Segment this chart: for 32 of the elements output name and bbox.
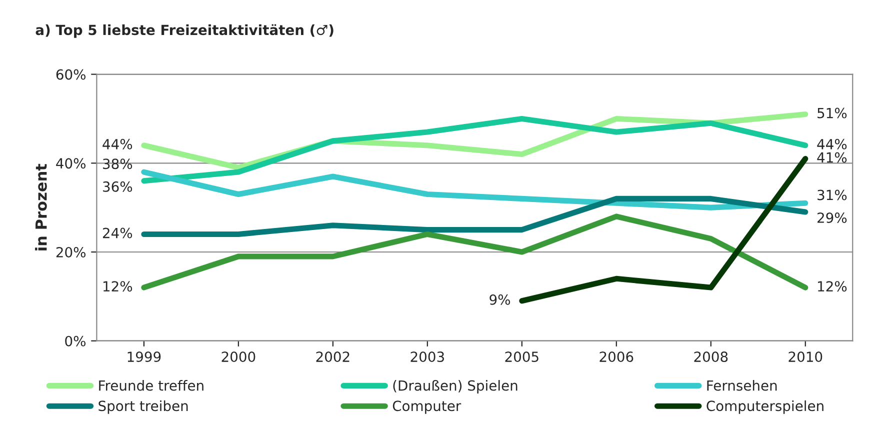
- legend-label: Computer: [392, 400, 462, 414]
- y-tick-label: 40%: [56, 158, 86, 169]
- data-label: 9%: [490, 294, 510, 305]
- data-label: 29%: [818, 212, 847, 223]
- x-tick-label: 2006: [600, 352, 634, 362]
- data-label: 44%: [102, 138, 132, 150]
- x-tick-label: 2010: [788, 352, 822, 362]
- data-label: 12%: [818, 281, 847, 292]
- x-tick-label: 2002: [316, 352, 350, 362]
- x-tick-label: 2003: [410, 352, 444, 362]
- data-label: 38%: [103, 158, 132, 170]
- data-label: 31%: [818, 190, 847, 200]
- data-label: 51%: [818, 108, 847, 118]
- data-label: 41%: [817, 152, 847, 163]
- data-label: 44%: [817, 138, 847, 150]
- data-label: 12%: [103, 281, 132, 292]
- legend-label: (Draußen) Spielen: [393, 380, 518, 394]
- y-tick-label: 60%: [56, 69, 86, 80]
- y-axis-title: in Prozent: [35, 164, 47, 250]
- x-tick-label: 2005: [505, 352, 538, 362]
- x-tick-label: 1999: [128, 352, 161, 362]
- y-tick-label: 20%: [56, 246, 86, 258]
- legend-label: Computerspielen: [706, 400, 824, 414]
- x-tick-label: 2008: [694, 352, 728, 362]
- data-label: 24%: [102, 228, 132, 238]
- y-tick-label: 0%: [65, 336, 86, 346]
- data-label: 36%: [103, 181, 132, 192]
- chart-title: a) Top 5 liebste Freizeitaktivitäten (♂): [36, 24, 334, 38]
- legend-label: Sport treiben: [98, 400, 188, 414]
- legend-label: Freunde treffen: [99, 380, 204, 391]
- legend-label: Fernsehen: [707, 380, 777, 391]
- x-tick-label: 2000: [222, 352, 256, 362]
